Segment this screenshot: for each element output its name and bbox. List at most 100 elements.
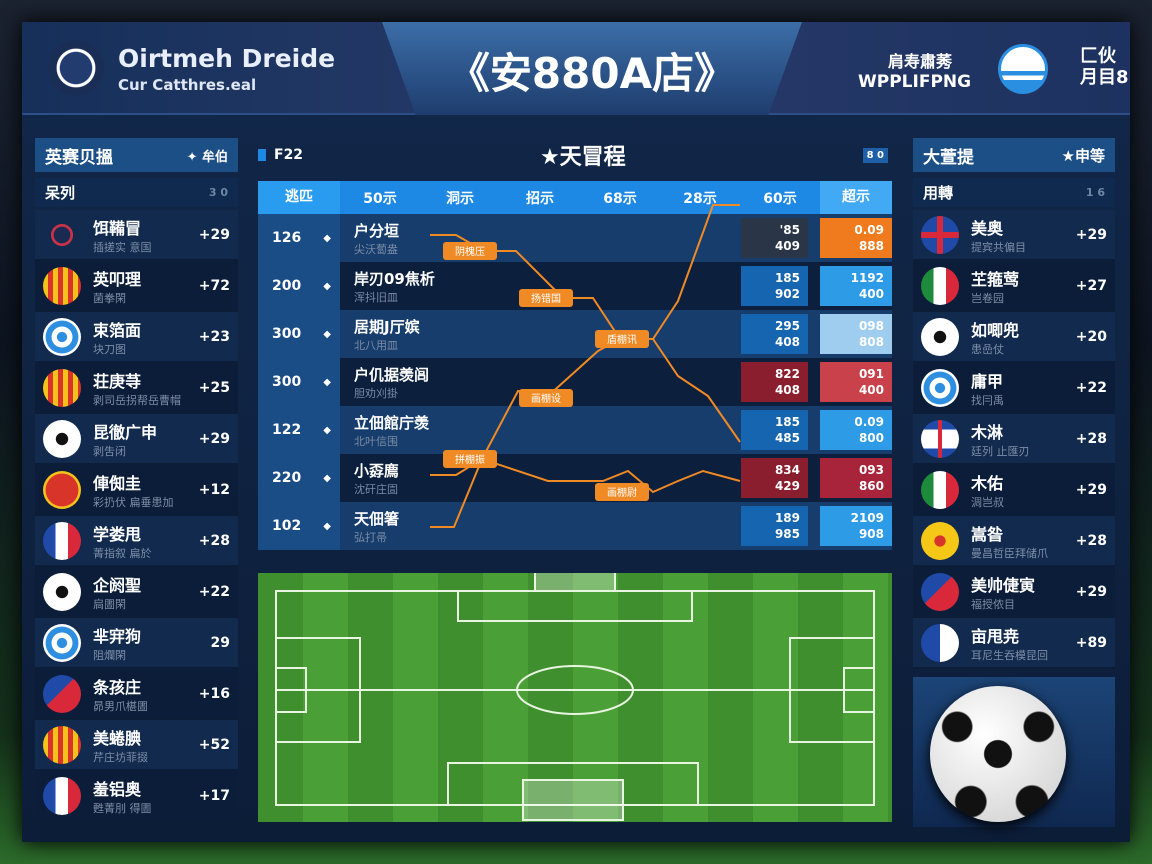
team-row[interactable]: 木佑 淍岂叔 +29	[913, 465, 1115, 516]
team-name: 荘庚䒭	[93, 371, 142, 391]
top-header: Oirtmeh Dreide Cur Catthres.eal 《安880A店》…	[22, 22, 1130, 115]
odds-cell-highlight[interactable]: 098 808	[820, 314, 892, 354]
table-row[interactable]: 122 ◆ 立佃館庁羡 北叶信围 185 485 0.09 800	[258, 406, 892, 454]
team-row[interactable]: 企阏聖 扃圕閑 +22	[35, 567, 238, 618]
menu-icon[interactable]	[258, 149, 266, 161]
team-name: 束箔面	[93, 320, 142, 340]
team-score: 29	[210, 634, 230, 651]
team-subtitle: 剥吿闭	[93, 444, 126, 458]
team-score: +52	[198, 736, 230, 753]
column-header[interactable]: 逃匹	[258, 181, 340, 214]
odds-cell-highlight[interactable]: 2109 908	[820, 506, 892, 546]
star-icon[interactable]: ◆	[323, 328, 331, 340]
bracket-line	[652, 204, 740, 340]
globe-logo-icon	[48, 40, 104, 96]
star-icon[interactable]: ◆	[323, 280, 331, 292]
team-badge-icon	[921, 215, 959, 254]
right-panel-action[interactable]: ★申等	[1061, 146, 1105, 165]
bracket-label[interactable]: 拼棚振	[443, 450, 497, 468]
left-team-list: 饵鞴冒 插搓实 意国 +29 英叩理 菌拳閑 +72 束箔面 块刀图 +23 荘庚䒭 剥司岳拐帮岳曹…	[35, 210, 238, 822]
star-icon[interactable]: ◆	[323, 472, 331, 484]
team-row[interactable]: 条孩庄 昴男爪椹圕 +16	[35, 669, 238, 720]
odds-cell[interactable]: 295 408	[741, 314, 808, 354]
team-row[interactable]: 芈宑狗 阻爛閑 29	[35, 618, 238, 669]
team-info: 英叩理 菌拳閑	[93, 266, 199, 306]
team-subtitle: 曼昌哲臣拜储爪	[971, 546, 1048, 560]
left-panel-header[interactable]: 英赛贝搵 ✦ 牟伯	[35, 138, 238, 172]
odds-cell-highlight[interactable]: 091 400	[820, 362, 892, 402]
row-number: 220 ◆	[258, 454, 340, 502]
team-score: +27	[1075, 277, 1107, 294]
bracket-label[interactable]: 扬错国	[519, 289, 573, 307]
table-row[interactable]: 102 ◆ 天佃箸 弘打帚 189 985 2109 908	[258, 502, 892, 550]
team-subtitle: 淍岂叔	[971, 495, 1004, 509]
odds-cell[interactable]: 185 902	[741, 266, 808, 306]
team-row[interactable]: 亩甩尭 耳尼生吞模昆回 +89	[913, 618, 1115, 669]
star-icon[interactable]: ◆	[323, 376, 331, 388]
team-row[interactable]: 羞铝奥 甦菁刖 得圕 +17	[35, 771, 238, 822]
team-name: 企阏聖	[93, 575, 142, 595]
odds-cell[interactable]: 822 408	[741, 362, 808, 402]
table-row[interactable]: 126 ◆ 户分垣 尖沃蔔盎 '85 409 0.09 888	[258, 214, 892, 262]
column-header[interactable]: 超示	[820, 181, 892, 214]
left-sub-label: 呆列	[45, 184, 76, 202]
team-subtitle: 菌拳閑	[93, 291, 126, 305]
team-row[interactable]: 英叩理 菌拳閑 +72	[35, 261, 238, 312]
match-name: 户仉据羡闾	[354, 366, 430, 384]
team-row[interactable]: 学娄甩 菁指叙 扁於 +28	[35, 516, 238, 567]
odds-cell[interactable]: 834 429	[741, 458, 808, 498]
team-row[interactable]: 荘庚䒭 剥司岳拐帮岳曹帽 +25	[35, 363, 238, 414]
column-header[interactable]: 60示	[763, 190, 797, 207]
team-info: 亩甩尭 耳尼生吞模昆回	[971, 623, 1076, 663]
bracket-label[interactable]: 盾棚讯	[595, 330, 649, 348]
column-header[interactable]: 50示	[363, 190, 397, 207]
team-score: +29	[1075, 583, 1107, 600]
row-number: 126 ◆	[258, 214, 340, 262]
odds-cell-highlight[interactable]: 0.09 888	[820, 218, 892, 258]
team-row[interactable]: 束箔面 块刀图 +23	[35, 312, 238, 363]
odds-cell-highlight[interactable]: 1192 400	[820, 266, 892, 306]
team-subtitle: 患嵒仗	[971, 342, 1004, 356]
star-icon[interactable]: ◆	[323, 424, 331, 436]
odds-cell-highlight[interactable]: 093 860	[820, 458, 892, 498]
team-score: +12	[198, 481, 230, 498]
team-row[interactable]: 木淋 廷列 止匯刃 +28	[913, 414, 1115, 465]
team-row[interactable]: 俥倁圭 彩扔伏 扁垂患加 +12	[35, 465, 238, 516]
column-header[interactable]: 洞示	[446, 190, 474, 207]
odds-cell[interactable]: 189 985	[741, 506, 808, 546]
team-name: 木佑	[971, 473, 1004, 493]
bracket-label[interactable]: 画棚设	[519, 389, 573, 407]
odds-cell[interactable]: 185 485	[741, 410, 808, 450]
bracket-line	[430, 458, 483, 528]
row-num: 102	[272, 518, 302, 534]
column-header[interactable]: 28示	[683, 190, 717, 207]
right-panel-header[interactable]: 大萱提 ★申等	[913, 138, 1115, 172]
table-row[interactable]: 300 ◆ 居期J厅嫔 北八用皿 295 408 098 808	[258, 310, 892, 358]
team-row[interactable]: 饵鞴冒 插搓实 意国 +29	[35, 210, 238, 261]
team-badge-icon	[921, 368, 959, 407]
team-row[interactable]: 昆徹广申 剥吿闭 +29	[35, 414, 238, 465]
team-name: 昆徹广申	[93, 422, 158, 442]
right-sub-count: 1 6	[1085, 186, 1105, 199]
team-row[interactable]: 嵩昝 曼昌哲臣拜储爪 +28	[913, 516, 1115, 567]
team-row[interactable]: 美帅倢寅 福授侬目 +29	[913, 567, 1115, 618]
star-icon[interactable]: ◆	[323, 232, 331, 244]
column-header[interactable]: 68示	[603, 190, 637, 207]
table-row[interactable]: 300 ◆ 户仉据羡闾 胆劝刈掛 822 408 091 400	[258, 358, 892, 406]
left-panel-action[interactable]: ✦ 牟伯	[186, 149, 228, 165]
bracket-label[interactable]: 画棚尉	[595, 483, 649, 501]
column-header[interactable]: 招示	[526, 190, 554, 207]
bracket-label[interactable]: 阴槐压	[443, 242, 497, 260]
team-row[interactable]: 芏箍莺 岂卷园 +27	[913, 261, 1115, 312]
odds-cell-highlight[interactable]: 0.09 800	[820, 410, 892, 450]
odds-cell[interactable]: '85 409	[741, 218, 808, 258]
team-row[interactable]: 如唧兜 患嵒仗 +20	[913, 312, 1115, 363]
table-row[interactable]: 200 ◆ 岸刃09焦析 浑抖旧皿 185 902 1192 400	[258, 262, 892, 310]
match-info: 天佃箸 弘打帚	[340, 502, 892, 550]
team-row[interactable]: 美蜷腆 芹庄坊菲掇 +52	[35, 720, 238, 771]
row-number: 300 ◆	[258, 358, 340, 406]
star-icon[interactable]: ◆	[323, 520, 331, 532]
team-row[interactable]: 美奥 提宾共偏目 +29	[913, 210, 1115, 261]
odds-top: '85	[779, 223, 800, 237]
team-row[interactable]: 庸甲 找冃禹 +22	[913, 363, 1115, 414]
